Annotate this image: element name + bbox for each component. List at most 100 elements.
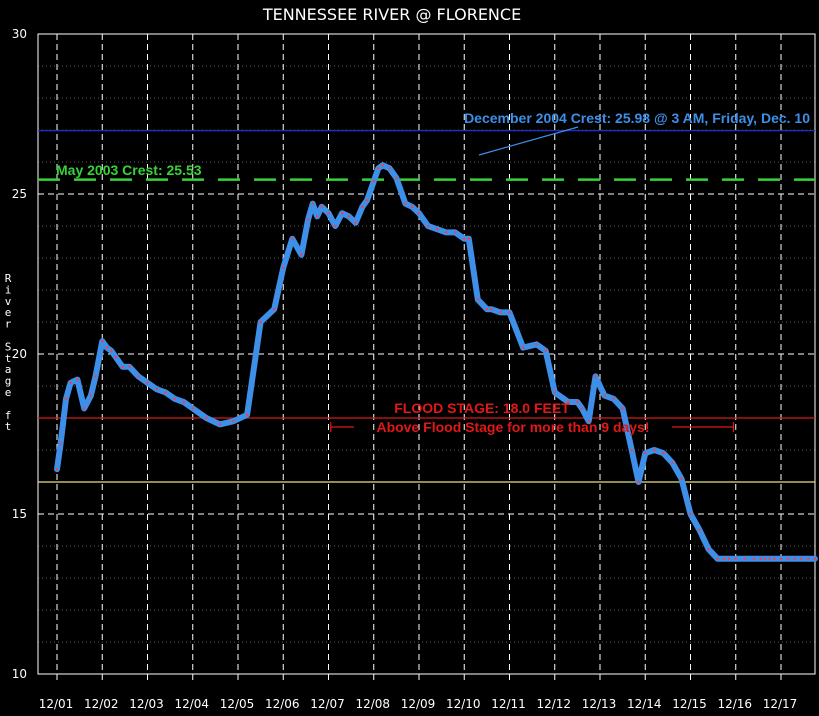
- stage-point: [121, 365, 124, 368]
- stage-point: [69, 381, 72, 384]
- y-label-char: g: [5, 375, 12, 388]
- stage-point: [716, 557, 719, 560]
- stage-point: [768, 557, 771, 560]
- y-label-char: v: [5, 295, 12, 308]
- stage-point: [361, 205, 364, 208]
- flood-stage-label: FLOOD STAGE: 18.0 FEET: [394, 400, 570, 416]
- x-tick-label: 12/08: [355, 697, 390, 711]
- x-tick-label: 12/09: [401, 697, 436, 711]
- stage-point: [553, 391, 556, 394]
- stage-point: [508, 311, 511, 314]
- stage-point: [576, 400, 579, 404]
- y-label-char: f: [5, 409, 12, 422]
- stage-point: [182, 400, 185, 404]
- stage-point: [779, 557, 783, 560]
- stage-point: [417, 212, 421, 215]
- stage-point: [752, 557, 756, 560]
- stage-point: [612, 397, 615, 400]
- above-flood-label: Above Flood Stage for more than 9 days!: [376, 419, 649, 435]
- stage-point: [662, 452, 665, 455]
- stage-point: [146, 381, 149, 384]
- stage-point: [300, 253, 303, 256]
- stage-point: [311, 202, 314, 205]
- stage-point: [347, 215, 351, 218]
- stage-point: [499, 311, 502, 314]
- grid: [37, 33, 816, 680]
- x-tick-label: 12/11: [491, 697, 526, 711]
- y-tick-labels: 10 15 20 25 30: [12, 27, 27, 681]
- stage-point: [786, 557, 789, 560]
- stage-point: [567, 400, 570, 404]
- stage-point: [535, 343, 538, 346]
- stage-point: [137, 375, 140, 378]
- stage-point: [94, 375, 97, 378]
- x-tick-label: 12/05: [220, 697, 255, 711]
- x-tick-label: 12/14: [627, 697, 662, 711]
- y-label-char: S: [5, 340, 12, 353]
- stage-point: [476, 298, 479, 301]
- stage-point: [64, 397, 68, 400]
- stage-point: [807, 557, 810, 560]
- chart-title: TENNESSEE RIVER @ FLORENCE: [262, 5, 521, 24]
- crest-2004-label: December 2004 Crest: 25.98 @ 3 AM, Frida…: [464, 110, 810, 126]
- stage-point: [734, 557, 737, 560]
- y-tick-label: 20: [12, 347, 27, 361]
- stage-point: [365, 199, 369, 202]
- stage-point: [327, 212, 330, 215]
- x-tick-label: 12/13: [582, 697, 617, 711]
- stage-line: [54, 162, 818, 562]
- stage-point: [83, 407, 86, 410]
- stage-point: [793, 557, 796, 560]
- stage-point: [594, 375, 597, 378]
- stage-point: [110, 349, 113, 352]
- stage-point: [282, 266, 285, 269]
- x-tick-label: 12/07: [310, 697, 345, 711]
- stage-point: [680, 477, 683, 480]
- y-tick-label: 15: [12, 507, 27, 521]
- x-tick-label: 12/06: [265, 697, 300, 711]
- stage-point: [155, 388, 158, 391]
- x-tick-label: 12/10: [446, 697, 481, 711]
- y-label-char: r: [5, 318, 12, 331]
- x-tick-label: 12/17: [763, 697, 798, 711]
- stage-point: [630, 448, 633, 452]
- stage-point: [59, 442, 62, 445]
- y-label-char: e: [5, 386, 12, 399]
- stage-point: [671, 461, 674, 464]
- stage-point: [259, 320, 262, 324]
- stage-point: [490, 308, 493, 311]
- stage-point: [637, 480, 640, 484]
- stage-point: [334, 224, 337, 228]
- series-line: [54, 162, 818, 562]
- stage-point: [291, 237, 294, 240]
- stage-point: [698, 528, 701, 532]
- stage-point: [759, 557, 762, 560]
- stage-point: [89, 394, 93, 397]
- x-tick-label: 12/15: [672, 697, 707, 711]
- stage-point: [55, 468, 59, 471]
- reference-lines: [38, 130, 815, 483]
- stage-point: [205, 416, 208, 420]
- stage-point: [435, 228, 439, 231]
- stage-point: [727, 557, 731, 560]
- y-tick-label: 10: [12, 667, 27, 681]
- stage-point: [128, 365, 131, 368]
- stage-point: [101, 340, 104, 343]
- crest-pointer: [478, 126, 579, 156]
- x-tick-label: 12/12: [536, 697, 571, 711]
- x-tick-label: 12/03: [129, 697, 164, 711]
- stage-point: [800, 557, 803, 560]
- stage-point: [644, 452, 647, 455]
- stage-point: [621, 407, 624, 410]
- stage-point: [377, 167, 380, 170]
- stage-point: [544, 349, 547, 352]
- stage-point: [411, 205, 414, 208]
- stage-point: [320, 205, 323, 208]
- crest-2003-label: May 2003 Crest: 25.53: [56, 162, 202, 178]
- stage-point: [316, 215, 319, 218]
- y-label-char: R: [5, 272, 12, 285]
- stage-point: [76, 378, 79, 381]
- stage-point: [580, 407, 584, 410]
- stage-point: [372, 180, 375, 183]
